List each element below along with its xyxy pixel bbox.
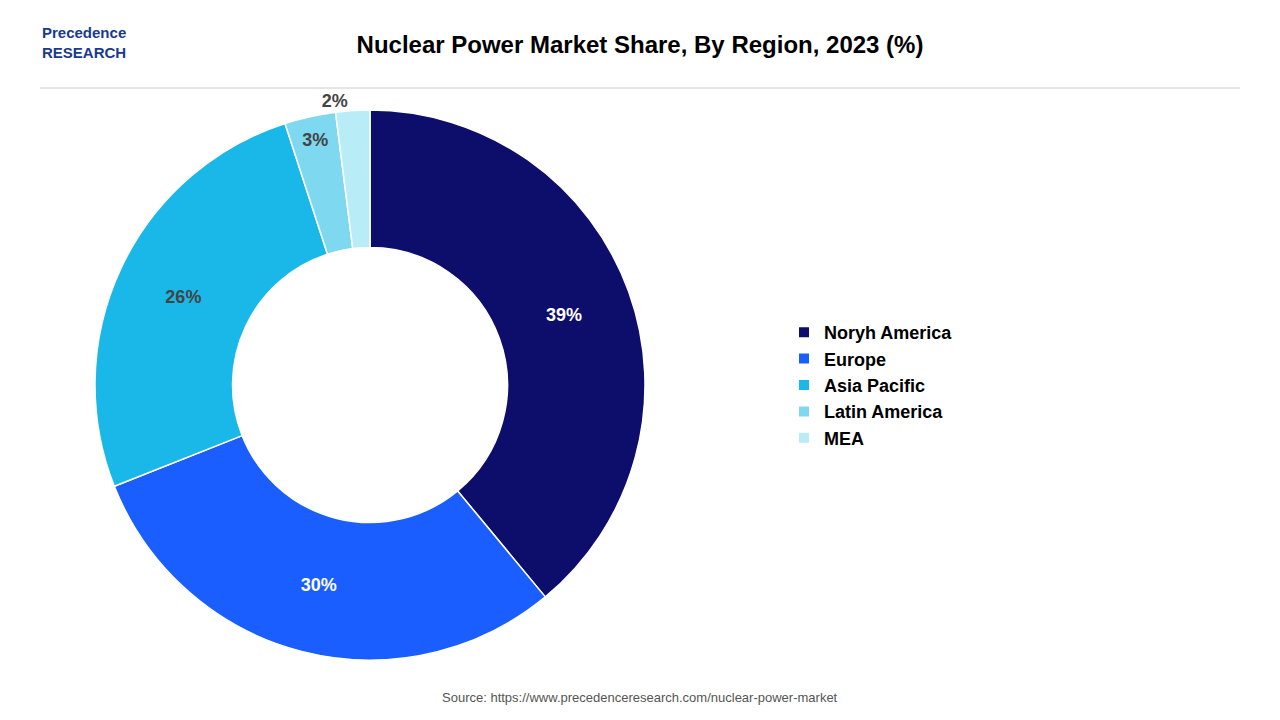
svg-text:26%: 26%	[165, 287, 201, 307]
svg-text:Asia Pacific: Asia Pacific	[824, 376, 925, 396]
svg-text:3%: 3%	[302, 130, 328, 150]
svg-text:Source: https://www.precedence: Source: https://www.precedenceresearch.c…	[442, 690, 838, 705]
svg-text:2%: 2%	[322, 91, 348, 111]
svg-text:Latin America: Latin America	[824, 402, 943, 422]
svg-text:PrecedenceRESEARCH: PrecedenceRESEARCH	[42, 24, 126, 61]
svg-text:39%: 39%	[546, 305, 582, 325]
svg-text:Nuclear Power Market Share, By: Nuclear Power Market Share, By Region, 2…	[357, 31, 924, 58]
svg-text:30%: 30%	[301, 575, 337, 595]
svg-text:MEA: MEA	[824, 429, 864, 449]
svg-text:Europe: Europe	[824, 350, 886, 370]
svg-text:Noryh America: Noryh America	[824, 323, 952, 343]
